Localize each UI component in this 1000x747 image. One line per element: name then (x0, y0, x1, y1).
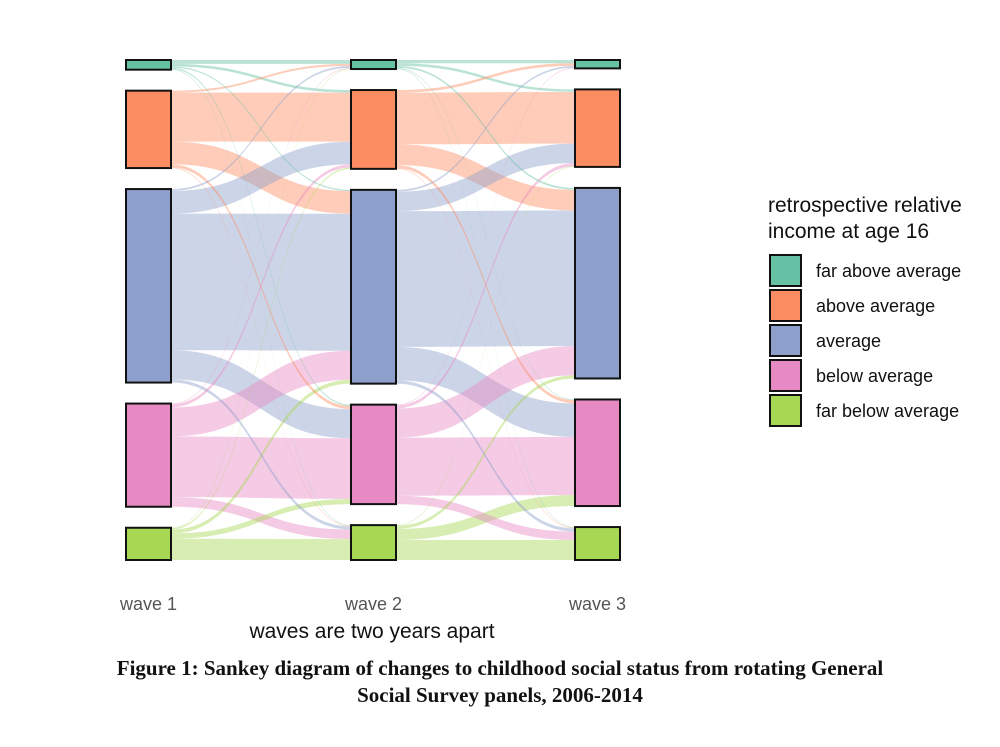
flow-w1-average-to-far-above-average (171, 65, 351, 192)
flow-w1-below-average-to-above-average (171, 164, 351, 408)
flow-w2-average-to-far-above-average (396, 65, 575, 192)
legend-swatch-above-average (769, 289, 802, 322)
node-wave1-far-above-average (125, 59, 172, 71)
flow-w2-far-above-average-to-far-above-average (396, 60, 575, 64)
flow-ribbons (171, 60, 575, 560)
flow-w2-below-average-to-average (396, 346, 575, 438)
node-wave3-far-below-average (574, 526, 621, 562)
legend-swatch-below-average (769, 359, 802, 392)
flow-w2-far-above-average-to-below-average (396, 67, 575, 401)
flow-w1-average-to-above-average (171, 141, 351, 214)
flow-w2-below-average-to-far-above-average (396, 67, 575, 406)
node-wave1-above-average (125, 89, 172, 170)
flow-w2-above-average-to-average (396, 144, 575, 211)
flow-w1-far-above-average-to-above-average (171, 63, 351, 93)
legend-swatch-average (769, 324, 802, 357)
flow-w1-average-to-average (171, 213, 351, 351)
flow-w1-above-average-to-below-average (171, 164, 351, 410)
figure-caption-line2: Social Survey panels, 2006-2014 (357, 683, 643, 707)
figure-caption-line1: Figure 1: Sankey diagram of changes to c… (116, 656, 884, 680)
flow-w1-below-average-to-below-average (171, 436, 351, 499)
flow-w2-far-above-average-to-average (396, 65, 575, 190)
node-wave2-average (350, 188, 397, 385)
node-wave3-below-average (574, 398, 621, 508)
node-wave1-far-below-average (125, 526, 172, 562)
flow-w2-below-average-to-far-below-average (396, 495, 575, 540)
legend-label-far-below-average: far below average (816, 401, 959, 421)
stage-nodes (125, 59, 621, 562)
flow-w2-far-above-average-to-far-below-average (396, 68, 575, 528)
flow-w2-above-average-to-far-above-average (396, 63, 575, 93)
flow-w1-far-below-average-to-above-average (171, 167, 351, 530)
flow-w1-far-below-average-to-far-above-average (171, 68, 351, 529)
figure-caption: Figure 1: Sankey diagram of changes to c… (0, 655, 1000, 709)
flow-w1-far-above-average-to-below-average (171, 67, 351, 406)
legend-swatch-far-below-average (769, 394, 802, 427)
flow-w1-above-average-to-far-below-average (171, 167, 351, 527)
flow-w2-above-average-to-above-average (396, 91, 575, 145)
node-wave3-average (574, 186, 621, 380)
node-wave2-above-average (350, 89, 397, 170)
flow-w2-below-average-to-below-average (396, 436, 575, 496)
stage-tick-labels: wave 1 wave 2 wave 3 (119, 594, 626, 614)
flow-w2-far-below-average-to-average (396, 375, 575, 529)
legend-items: far above average above average average bel… (769, 254, 961, 427)
flow-w1-above-average-to-average (171, 141, 351, 214)
flow-w2-far-below-average-to-far-below-average (396, 539, 575, 560)
flow-w2-far-above-average-to-above-average (396, 63, 575, 92)
stage-label-wave-2: wave 2 (344, 594, 402, 614)
legend-label-below-average: below average (816, 366, 933, 386)
flow-w1-far-above-average-to-far-below-average (171, 69, 351, 526)
flow-w1-far-below-average-to-far-below-average (171, 538, 351, 560)
x-axis-title: waves are two years apart (248, 620, 494, 643)
legend-swatch-far-above-average (769, 254, 802, 287)
flow-w1-far-below-average-to-average (171, 379, 351, 534)
flow-w1-average-to-below-average (171, 350, 351, 439)
legend-title-line2: income at age 16 (768, 220, 929, 243)
node-wave2-far-below-average (350, 524, 397, 562)
flow-w2-far-below-average-to-above-average (396, 166, 575, 526)
flow-w2-below-average-to-above-average (396, 163, 575, 409)
legend: retrospective relative income at age 16 … (768, 194, 962, 427)
legend-title-line1: retrospective relative (768, 194, 962, 217)
flow-w2-average-to-average (396, 210, 575, 347)
node-wave3-far-above-average (574, 59, 621, 70)
legend-label-far-above-average: far above average (816, 261, 961, 281)
node-wave3-above-average (574, 88, 621, 168)
stage-label-wave-1: wave 1 (119, 594, 177, 614)
flow-w2-above-average-to-far-below-average (396, 168, 575, 529)
flow-w1-below-average-to-average (171, 350, 351, 437)
flow-w2-far-below-average-to-below-average (396, 495, 575, 540)
flow-w1-far-above-average-to-average (171, 66, 351, 192)
flow-w1-far-below-average-to-below-average (171, 498, 351, 539)
sankey-chart: wave 1 wave 2 wave 3 waves are two years a… (119, 59, 962, 643)
legend-label-average: average (816, 331, 881, 351)
flow-w2-average-to-far-below-average (396, 380, 575, 532)
flow-w1-average-to-far-below-average (171, 379, 351, 530)
flow-w2-above-average-to-below-average (396, 164, 575, 404)
flow-w2-average-to-above-average (396, 143, 575, 212)
flow-w1-below-average-to-far-above-average (171, 67, 351, 405)
node-wave2-far-above-average (350, 59, 397, 71)
node-wave2-below-average (350, 403, 397, 506)
flow-w1-above-average-to-far-above-average (171, 63, 351, 93)
node-wave1-average (125, 188, 172, 384)
flow-w1-below-average-to-far-below-average (171, 497, 351, 540)
legend-label-above-average: above average (816, 296, 935, 316)
stage-label-wave-3: wave 3 (568, 594, 626, 614)
flow-w1-far-above-average-to-far-above-average (171, 60, 351, 64)
flow-w1-above-average-to-above-average (171, 92, 351, 142)
node-wave1-below-average (125, 402, 172, 508)
flow-w2-average-to-below-average (396, 346, 575, 437)
